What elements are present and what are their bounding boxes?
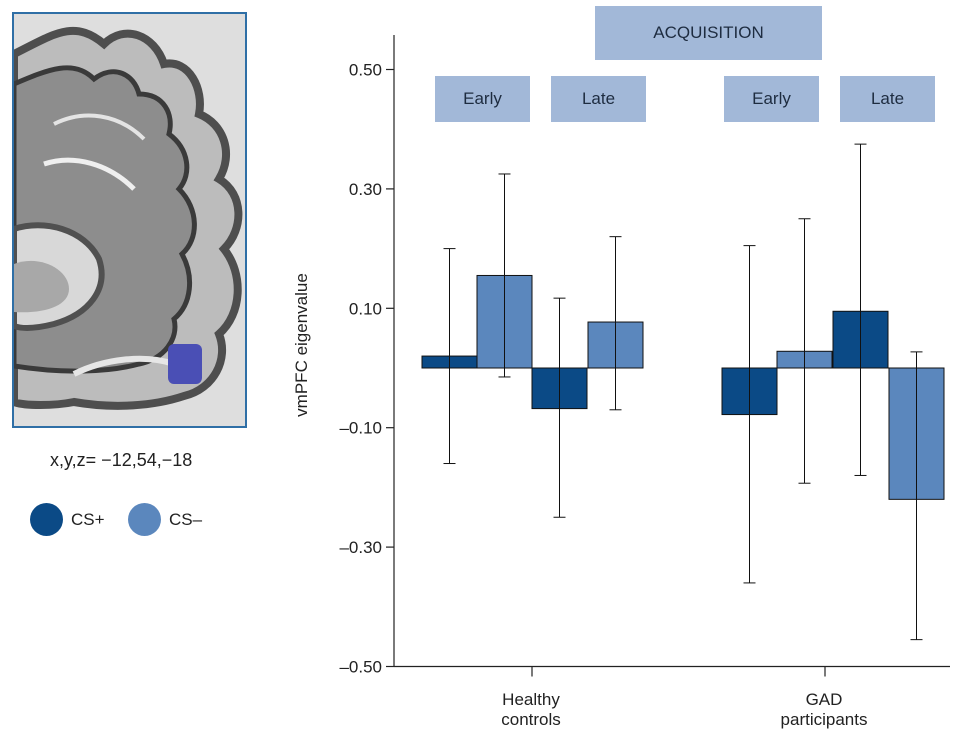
y-tick-label: 0.10 [349,299,382,318]
y-tick-label: –0.50 [339,658,382,677]
legend-swatch-cs-plus [30,503,63,536]
brain-slice-image [12,12,247,428]
legend-item-cs-minus: CS– [128,503,202,536]
y-axis-label: vmPFC eigenvalue [292,273,311,417]
phase-label-late-gad: Late [840,76,935,122]
legend-swatch-cs-minus [128,503,161,536]
y-tick-label: 0.30 [349,180,382,199]
phase-label-late-controls: Late [551,76,646,122]
category-label-line: participants [780,710,868,729]
category-label-line: controls [501,710,561,729]
y-tick-label: –0.10 [339,419,382,438]
legend-label-cs-plus: CS+ [71,509,105,529]
category-label-line: Healthy [502,690,560,709]
legend-label-cs-minus: CS– [169,509,203,529]
brain-sagittal-illustration [14,14,245,426]
coordinate-label: x,y,z= −12,54,−18 [50,450,193,470]
phase-label-early-controls: Early [435,76,530,122]
roi-highlight [168,344,202,384]
category-label-gad-participants: GAD participants [744,690,904,730]
acquisition-header: ACQUISITION [595,6,822,60]
phase-label-early-gad: Early [724,76,819,122]
legend-item-cs-plus: CS+ [30,503,105,536]
bar-chart: 0.50 0.30 0.10 –0.10 –0.30 –0.50 vmPFC eigenva… [292,35,950,677]
y-tick-label: 0.50 [349,61,382,80]
category-label-line: GAD [805,690,843,709]
y-tick-label: –0.30 [339,538,382,557]
category-label-healthy-controls: Healthy controls [451,690,611,730]
